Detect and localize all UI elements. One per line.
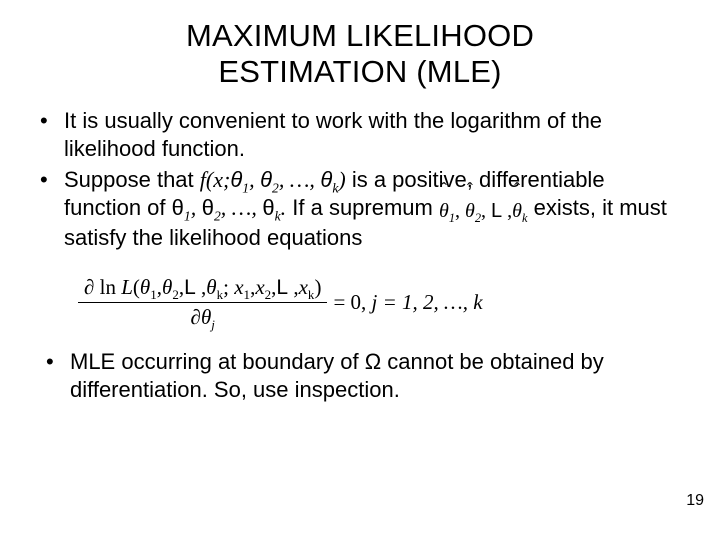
bullet-2: Suppose that f(x;θ1, θ2, …, θk) is a pos… (36, 166, 684, 253)
skh: k (522, 211, 528, 225)
exs1: 1 (244, 287, 251, 302)
fraction-bar (78, 302, 327, 303)
ex1: x (234, 275, 243, 299)
exk: x (299, 275, 308, 299)
comma-1: , (249, 167, 260, 192)
bullet-2-c: If a supremum (286, 195, 439, 220)
bullet-3: MLE occurring at boundary of Ω cannot be… (42, 348, 648, 404)
es1: 1 (150, 287, 157, 302)
open: ( (133, 275, 140, 299)
sub-2: 2 (272, 180, 279, 195)
dth: θ (201, 305, 211, 329)
th2h: θ (465, 200, 475, 222)
eth1: θ (140, 275, 150, 299)
partial: ∂ (191, 305, 201, 329)
numerator: ∂ ln L(θ1,θ2,L ,θk; x1,x2,L ,xk) (78, 275, 327, 300)
ethk: θ (206, 275, 216, 299)
semi: ; (223, 275, 234, 299)
close-paren: ) (338, 167, 345, 192)
comma-3: , (191, 195, 202, 220)
page-number: 19 (686, 492, 704, 510)
th1h: θ (439, 200, 449, 222)
sub-2b: 2 (214, 208, 221, 223)
comma-2: , (279, 167, 290, 192)
fraction: ∂ ln L(θ1,θ2,L ,θk; x1,x2,L ,xk) ∂θj (78, 275, 327, 330)
likelihood-equation: ∂ ln L(θ1,θ2,L ,θk; x1,x2,L ,xk) ∂θj = 0… (78, 275, 690, 330)
dlnl: ∂ ln (84, 275, 121, 299)
close: ) (314, 275, 321, 299)
sub-1b: 1 (184, 208, 191, 223)
s1h: 1 (449, 211, 455, 225)
bullet-1-text: It is usually convenient to work with th… (64, 108, 602, 161)
bullet-list: It is usually convenient to work with th… (30, 107, 690, 252)
theta-kb: θ (262, 195, 274, 220)
title-line-1: MAXIMUM LIKELIHOOD (186, 18, 534, 53)
ex2: x (255, 275, 264, 299)
comma-4: , (221, 195, 232, 220)
dots-1: …, (290, 167, 321, 192)
theta-2: θ (260, 167, 272, 192)
eq-zero: = 0, (333, 290, 371, 314)
bullet-2-a: Suppose that (64, 167, 200, 192)
theta-1: θ (230, 167, 242, 192)
eq-range: j = 1, 2, …, k (372, 290, 483, 314)
s2h: 2 (475, 211, 481, 225)
slide-title: MAXIMUM LIKELIHOOD ESTIMATION (MLE) (30, 18, 690, 89)
es2: 2 (172, 287, 179, 302)
denominator: ∂θj (185, 305, 221, 330)
theta-1b: θ (172, 195, 184, 220)
eth2: θ (162, 275, 172, 299)
dots-2: …, (232, 195, 263, 220)
eq-rhs: = 0, j = 1, 2, …, k (333, 290, 482, 315)
exs2: 2 (265, 287, 272, 302)
slide: MAXIMUM LIKELIHOOD ESTIMATION (MLE) It i… (0, 0, 720, 540)
theta-hat-sequence: ˆθ1, ˆθ2, L ,ˆθk (439, 199, 528, 225)
eL1: L (184, 276, 196, 299)
title-line-2: ESTIMATION (MLE) (218, 54, 501, 89)
theta-2b: θ (202, 195, 214, 220)
eq-L: L (121, 275, 133, 299)
dsj: j (211, 317, 215, 332)
dots-L-1: L (491, 200, 502, 222)
bullet-3-text: MLE occurring at boundary of Ω cannot be… (70, 349, 604, 402)
thkh: θ (512, 200, 522, 222)
bullet-list-2: MLE occurring at boundary of Ω cannot be… (30, 348, 690, 404)
eL2: L (276, 276, 288, 299)
bullet-1: It is usually convenient to work with th… (36, 107, 684, 163)
theta-k: θ (320, 167, 332, 192)
fx: f(x; (200, 167, 231, 192)
